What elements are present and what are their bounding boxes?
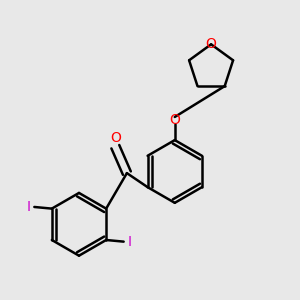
Text: I: I [128,235,132,249]
Text: I: I [26,200,30,214]
Text: O: O [206,37,217,51]
Text: O: O [169,113,180,127]
Text: O: O [110,131,121,145]
